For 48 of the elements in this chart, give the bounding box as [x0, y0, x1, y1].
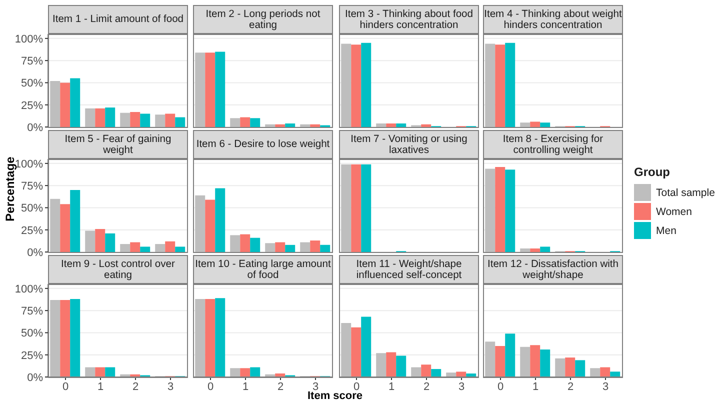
y-tick-label: 25%: [20, 100, 44, 112]
x-tick-label: 3: [458, 380, 465, 393]
y-tick-label: 75%: [20, 305, 44, 318]
x-tick-label: 2: [277, 380, 284, 393]
y-tick-label: 0%: [27, 122, 44, 134]
chart-title: Item 7 - Vomiting or using laxatives: [339, 130, 479, 159]
chart-title: Item 9 - Lost control over eating: [48, 255, 188, 284]
x-tick-label: 1: [242, 380, 249, 393]
chart-title: Item 4 - Thinking about weight hinders concentration: [483, 5, 623, 34]
chart-title: Item 1 - Limit amount of food: [48, 5, 188, 34]
x-tick-label: 0: [497, 380, 504, 393]
y-tick-label: 50%: [20, 78, 44, 90]
x-tick-label: 3: [602, 380, 609, 393]
x-tick-label: 2: [423, 380, 430, 393]
legend-label: Men: [656, 224, 676, 236]
chart-title: Item 6 - Desire to lose weight: [193, 130, 333, 159]
x-tick-label: 2: [567, 380, 574, 393]
x-tick-label: 3: [167, 380, 174, 393]
y-tick-label: 100%: [14, 33, 44, 46]
x-tick-label: 1: [532, 380, 539, 393]
legend-label: Total sample: [656, 186, 715, 198]
chart-title: Item 11 - Weight/shape influenced self-concept: [339, 255, 479, 284]
x-tick-label: 3: [312, 380, 319, 393]
y-tick-label: 0%: [27, 372, 44, 384]
chart-title: Item 2 - Long periods not eating: [193, 5, 333, 34]
chart-title: Item 3 - Thinking about food hinders concentration: [339, 5, 479, 34]
y-tick-label: 50%: [20, 202, 44, 215]
y-tick-label: 0%: [27, 246, 44, 259]
y-tick-label: 50%: [20, 328, 44, 340]
chart-title: Item 10 - Eating large amount of food: [193, 255, 333, 284]
legend-title: Group: [634, 165, 671, 179]
y-tick-label: 75%: [20, 55, 44, 68]
y-tick-label: 25%: [20, 350, 44, 362]
x-axis-title: Item score: [307, 390, 363, 402]
x-tick-label: 0: [62, 380, 69, 393]
x-tick-label: 1: [388, 380, 395, 393]
x-tick-label: 2: [132, 380, 139, 393]
y-axis-title: Percentage: [3, 156, 17, 224]
x-tick-label: 0: [207, 380, 214, 393]
legend-label: Women: [656, 206, 692, 218]
chart-title: Item 8 - Exercising for controlling weight: [483, 130, 623, 159]
y-tick-label: 100%: [14, 283, 44, 296]
chart-title: Item 5 - Fear of gaining weight: [48, 130, 188, 159]
y-tick-label: 75%: [20, 180, 44, 192]
chart-title: Item 12 - Dissatisfaction with weight/shape: [483, 255, 623, 284]
x-tick-label: 1: [97, 380, 104, 393]
y-tick-label: 25%: [20, 224, 44, 237]
x-tick-label: 0: [353, 380, 360, 393]
